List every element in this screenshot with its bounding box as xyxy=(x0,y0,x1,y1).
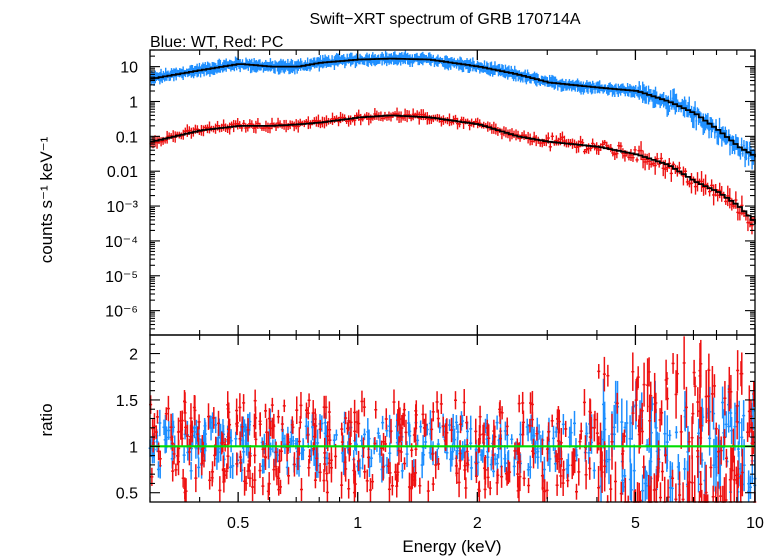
ratio-y-tick-label-2: 1 xyxy=(129,439,138,456)
axis-tick-labels: 0.5 1 2 5 10 10 1 0.1 0.01 10⁻³ 10⁻⁴ 10⁻⁵ 10⁻⁶ 2 1.5 1 0… xyxy=(105,60,764,532)
x-tick-label-1: 1 xyxy=(353,515,362,532)
axis-ticks xyxy=(149,49,756,502)
chart-subtitle: Blue: WT, Red: PC xyxy=(150,34,283,51)
ratio-y-tick-label-3: 0.5 xyxy=(116,486,138,503)
spectrum-y-tick-label-7: 10⁻⁶ xyxy=(105,304,138,321)
model_pc-line xyxy=(150,114,756,225)
x-tick-label-4: 10 xyxy=(746,515,764,532)
spectrum-y-axis-label: counts s⁻¹ keV⁻¹ xyxy=(37,136,56,263)
spectrum-y-tick-label-5: 10⁻⁴ xyxy=(105,234,138,251)
x-axis-label: Energy (keV) xyxy=(402,537,501,556)
chart-title: Swift−XRT spectrum of GRB 170714A xyxy=(309,11,580,28)
spectrum-panel-data xyxy=(149,50,756,235)
x-tick-label-3: 5 xyxy=(631,515,640,532)
x-tick-label-2: 2 xyxy=(473,515,482,532)
spectrum-y-tick-label-1: 1 xyxy=(129,94,138,111)
spectrum-y-tick-label-4: 10⁻³ xyxy=(106,199,138,216)
model_wt-line xyxy=(150,57,756,158)
ratio-y-tick-label-1: 1.5 xyxy=(116,393,138,410)
ratio-y-tick-label-0: 2 xyxy=(129,347,138,364)
ratio-panel-data xyxy=(148,336,757,503)
ratio-y-axis-label: ratio xyxy=(37,403,56,436)
spectrum-y-tick-label-0: 10 xyxy=(120,60,138,77)
spectrum-y-tick-label-6: 10⁻⁵ xyxy=(105,269,138,286)
spectrum-y-tick-label-3: 0.01 xyxy=(107,164,138,181)
spectrum-y-tick-label-2: 0.1 xyxy=(116,129,138,146)
x-tick-label-0: 0.5 xyxy=(227,515,249,532)
